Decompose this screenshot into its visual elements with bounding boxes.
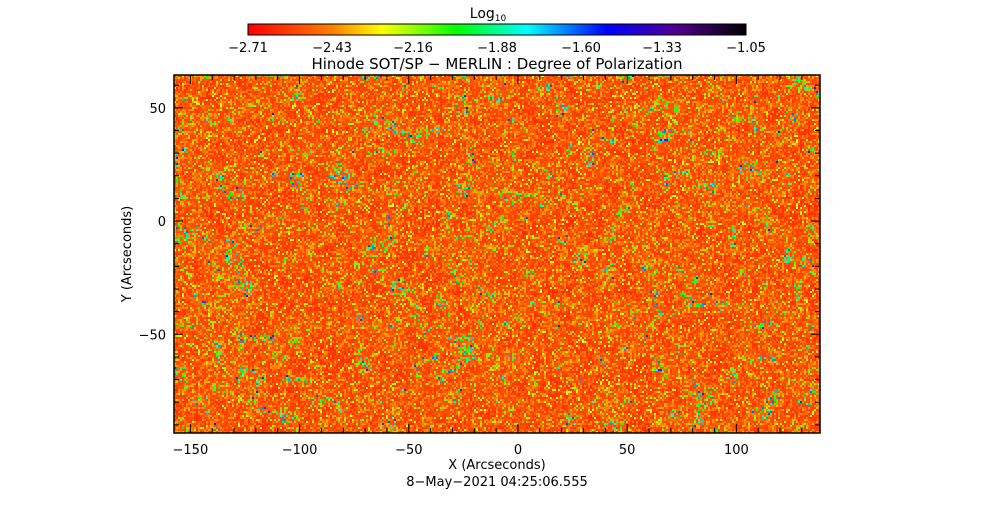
heatmap-image: [174, 75, 820, 433]
x-axis-label: X (Arcseconds): [448, 458, 545, 473]
x-tick-label: −150: [173, 443, 209, 458]
y-axis-label: Y (Arcseconds): [120, 206, 135, 303]
colorbar: [247, 23, 747, 36]
y-tick-label: −50: [139, 328, 166, 343]
colorbar-tick-label: −1.33: [642, 41, 682, 56]
colorbar-tick-label: −2.43: [312, 41, 352, 56]
plot-frame: [173, 74, 821, 434]
x-tick-label: 50: [619, 443, 636, 458]
colorbar-label: Log10: [470, 6, 507, 24]
colorbar-tick-label: −1.05: [726, 41, 766, 56]
y-tick-label: 0: [158, 215, 166, 230]
colorbar-tick-label: −1.60: [561, 41, 601, 56]
x-tick-label: 0: [514, 443, 522, 458]
colorbar-tick-label: −2.16: [393, 41, 433, 56]
chart-title: Hinode SOT/SP − MERLIN : Degree of Polar…: [311, 55, 682, 73]
colorbar-tick-label: −1.88: [477, 41, 517, 56]
timestamp: 8−May−2021 04:25:06.555: [406, 475, 587, 490]
x-tick-label: −100: [282, 443, 318, 458]
y-tick-label: 50: [149, 102, 166, 117]
x-tick-label: 100: [724, 443, 749, 458]
x-tick-label: −50: [395, 443, 422, 458]
colorbar-tick-label: −2.71: [228, 41, 268, 56]
